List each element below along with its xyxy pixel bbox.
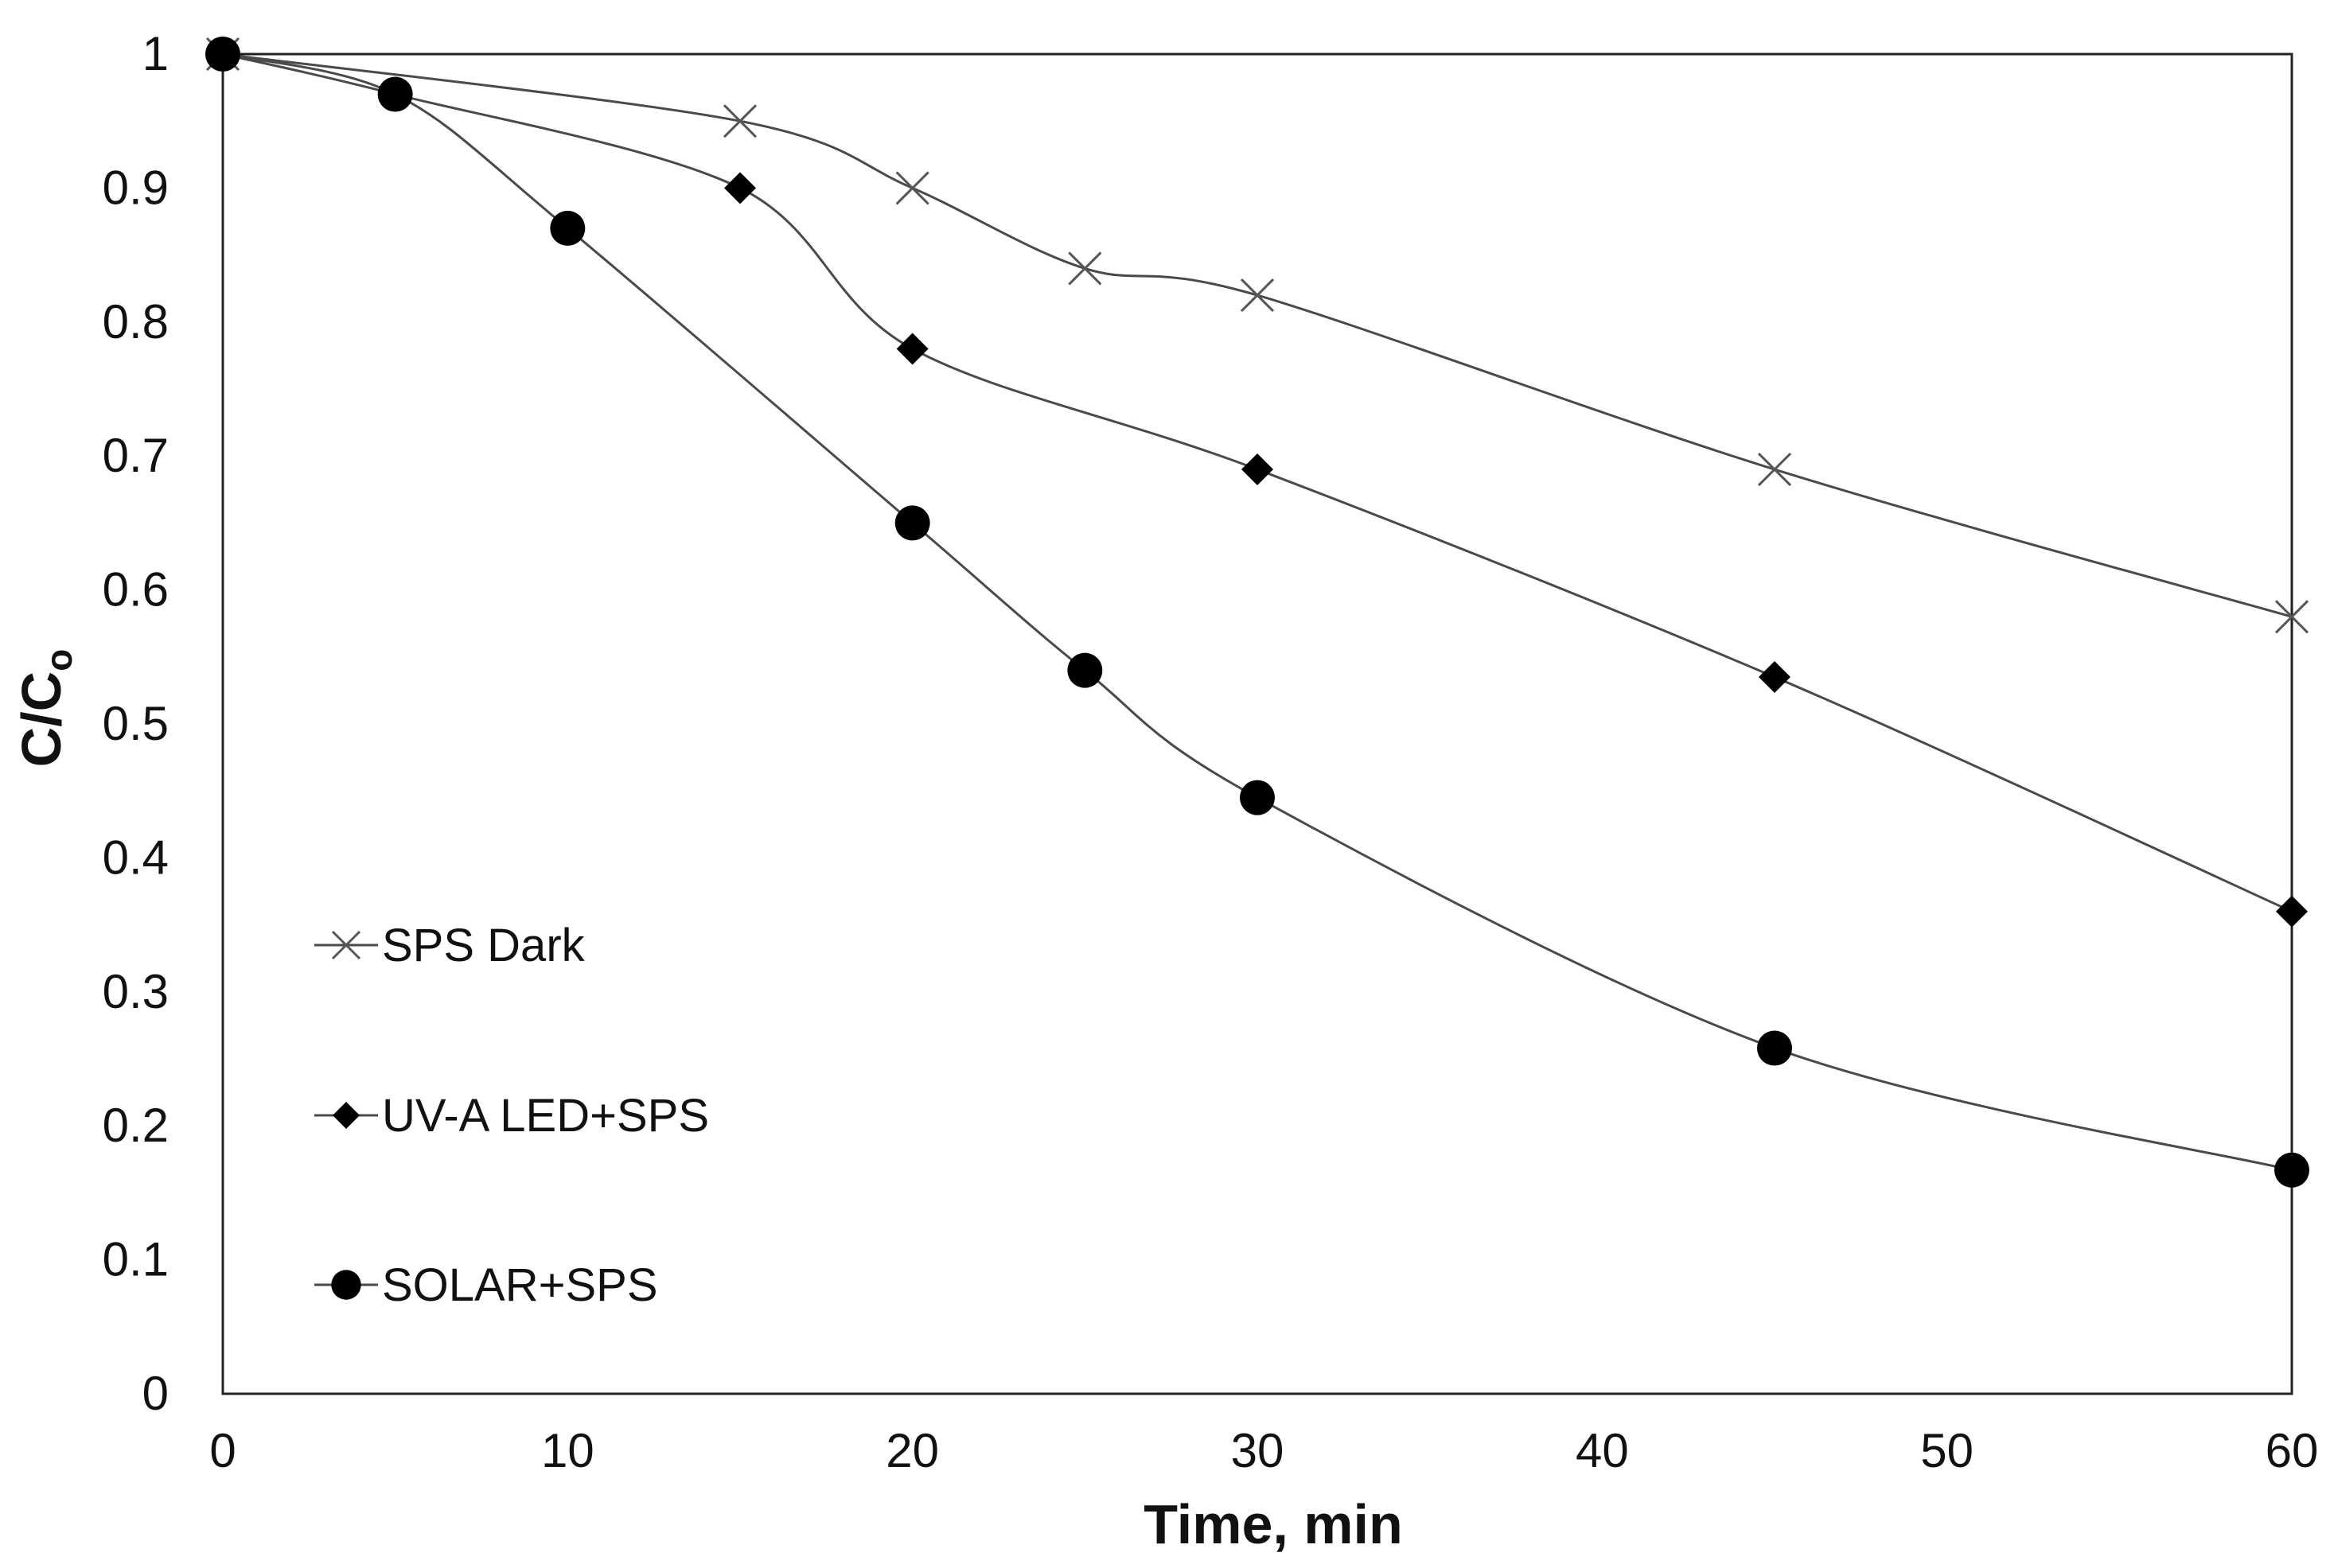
x-tick-label: 40 <box>1576 1424 1629 1477</box>
legend-marker-1-stroke <box>331 930 361 960</box>
x-tick-label: 0 <box>209 1424 236 1477</box>
x-tick-label: 30 <box>1231 1424 1284 1477</box>
y-axis-ticks: 0 0.1 0.2 0.3 0.4 0.5 0.6 0.7 0.8 0.9 1 <box>103 27 169 1420</box>
y-tick-label: 0.3 <box>103 965 169 1018</box>
data-point-series-3 <box>377 76 413 112</box>
data-point-series-1-stroke <box>1240 278 1275 313</box>
data-point-series-1-stroke <box>1757 452 1792 487</box>
legend: SPS Dark UV-A LED+SPS SOLAR+SPS <box>314 920 709 1311</box>
y-tick-label: 0.5 <box>103 697 169 750</box>
data-point-series-3 <box>1067 652 1103 688</box>
data-point-series-3 <box>1240 780 1275 815</box>
x-tick-label: 10 <box>541 1424 594 1477</box>
data-point-series-1-stroke <box>723 104 758 138</box>
data-point-series-3 <box>2274 1152 2309 1188</box>
data-point-series-1 <box>2274 600 2309 634</box>
series-line-1 <box>222 53 2293 618</box>
legend-label-2: UV-A LED+SPS <box>382 1090 709 1142</box>
y-axis-title: C/Co <box>10 649 80 768</box>
y-tick-label: 0.2 <box>103 1099 169 1152</box>
x-tick-label: 60 <box>2266 1424 2319 1477</box>
data-point-series-3 <box>894 505 930 541</box>
plot-area-frame <box>221 53 2293 1395</box>
legend-marker-2 <box>333 1102 360 1129</box>
y-tick-label: 0.4 <box>103 831 169 884</box>
legend-marker-3 <box>331 1270 361 1300</box>
y-tick-label: 0.9 <box>103 161 169 214</box>
x-axis-title: Time, min <box>1144 1493 1402 1555</box>
data-point-series-1 <box>895 171 929 205</box>
y-tick-label: 0.1 <box>103 1233 169 1286</box>
x-tick-label: 20 <box>886 1424 939 1477</box>
x-axis-ticks: 0 10 20 30 40 50 60 <box>209 1424 2318 1477</box>
y-tick-label: 0.7 <box>103 429 169 482</box>
data-point-series-1 <box>1240 278 1275 313</box>
y-tick-label: 0 <box>142 1367 169 1420</box>
y-axis-title-subscript: o <box>38 649 80 671</box>
data-point-series-1 <box>1068 251 1102 286</box>
data-point-series-2 <box>2276 895 2308 928</box>
data-point-series-3 <box>550 210 586 246</box>
data-point-series-3 <box>205 37 240 72</box>
data-point-series-2 <box>1241 453 1273 486</box>
data-point-series-2 <box>1759 661 1790 694</box>
data-point-series-1-stroke <box>1068 251 1102 286</box>
data-point-series-1 <box>1757 452 1792 487</box>
y-tick-label: 0.8 <box>103 295 169 348</box>
data-point-series-2 <box>724 172 756 204</box>
data-point-series-1 <box>723 104 758 138</box>
y-axis-title-main: C/C <box>10 671 72 768</box>
series-markers <box>205 37 2309 1188</box>
y-tick-label: 0.6 <box>103 563 169 617</box>
data-point-series-3 <box>1757 1030 1792 1066</box>
data-point-series-2 <box>896 333 929 365</box>
data-point-series-1-stroke <box>895 171 929 205</box>
series-line-2 <box>222 53 2293 913</box>
x-tick-label: 50 <box>1920 1424 1974 1477</box>
legend-marker-1 <box>331 930 361 960</box>
legend-label-1: SPS Dark <box>382 920 586 971</box>
y-tick-label: 1 <box>142 27 169 80</box>
legend-label-3: SOLAR+SPS <box>382 1259 658 1311</box>
data-point-series-1-stroke <box>2274 600 2309 634</box>
